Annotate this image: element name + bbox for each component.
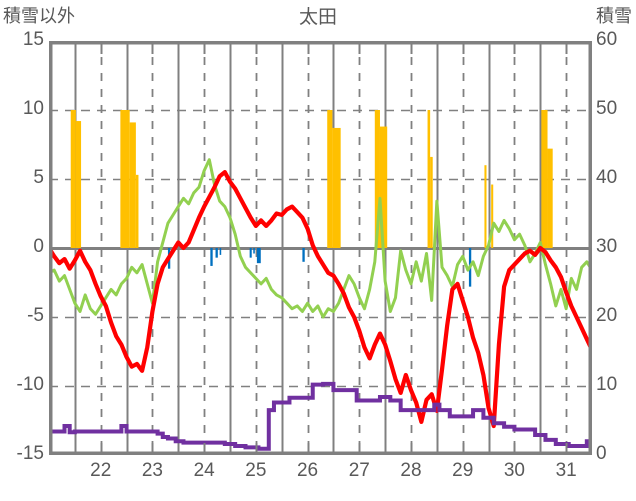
x-axis-tick: 24 <box>193 460 215 481</box>
y-axis-tick-right: 10 <box>596 374 618 395</box>
y-axis-tick-right: 50 <box>596 98 618 119</box>
chart-canvas <box>49 41 592 455</box>
precipitation-bar <box>253 248 255 254</box>
y-axis-tick-left: 10 <box>22 98 44 119</box>
sunshine-bar <box>374 110 380 248</box>
sunshine-bar <box>327 110 333 248</box>
sunshine-bar <box>129 122 136 248</box>
precipitation-bar <box>219 248 222 255</box>
y-axis-tick-left: -15 <box>16 443 44 464</box>
sunshine-bar <box>491 184 494 248</box>
temperature-line <box>49 170 592 429</box>
x-axis-tick: 28 <box>400 460 422 481</box>
sunshine-bar <box>379 126 388 248</box>
x-axis-tick: 25 <box>245 460 267 481</box>
x-axis-tick: 26 <box>296 460 319 481</box>
y-axis-tick-right: 20 <box>596 305 618 326</box>
x-axis-tick: 31 <box>555 460 577 481</box>
snow-depth-line <box>49 381 592 451</box>
right-axis-label: 積雪 <box>596 6 632 26</box>
y-axis-tick-right: 0 <box>596 443 607 464</box>
sunshine-bar <box>332 127 341 248</box>
sunshine-bar <box>75 121 82 248</box>
precipitation-bar <box>210 248 213 266</box>
x-axis-tick: 27 <box>348 460 370 481</box>
y-axis-tick-left: 15 <box>22 29 44 50</box>
left-axis-label: 積雪以外 <box>3 6 75 26</box>
x-axis-tick: 29 <box>452 460 474 481</box>
sunshine-bar <box>484 165 487 248</box>
sunshine-bar <box>135 174 139 248</box>
sunshine-bar <box>541 110 548 248</box>
y-axis-tick-right: 60 <box>596 29 618 50</box>
precipitation-bar <box>256 248 261 264</box>
x-axis-tick: 30 <box>503 460 525 481</box>
y-axis-tick-right: 30 <box>596 236 618 257</box>
precipitation-bar <box>302 248 305 262</box>
sunshine-bar <box>430 156 433 248</box>
y-axis-tick-right: 40 <box>596 167 618 188</box>
precipitation-bar <box>249 248 252 258</box>
y-axis-tick-left: 5 <box>33 167 44 188</box>
y-axis-tick-left: 0 <box>33 236 44 257</box>
page-title: 太田 <box>298 7 337 28</box>
x-axis-tick: 22 <box>90 460 112 481</box>
y-axis-tick-left: -10 <box>16 374 44 395</box>
sunshine-bar <box>427 110 431 248</box>
x-axis-tick: 23 <box>141 460 163 481</box>
plot-area <box>49 41 592 455</box>
sunshine-bar <box>547 148 553 248</box>
sunshine-bar <box>70 110 76 248</box>
precipitation-bar <box>215 248 218 258</box>
humidity-line <box>49 158 592 319</box>
sunshine-bar <box>120 110 130 248</box>
y-axis-tick-left: -5 <box>27 305 44 326</box>
plot-frame <box>49 41 592 455</box>
